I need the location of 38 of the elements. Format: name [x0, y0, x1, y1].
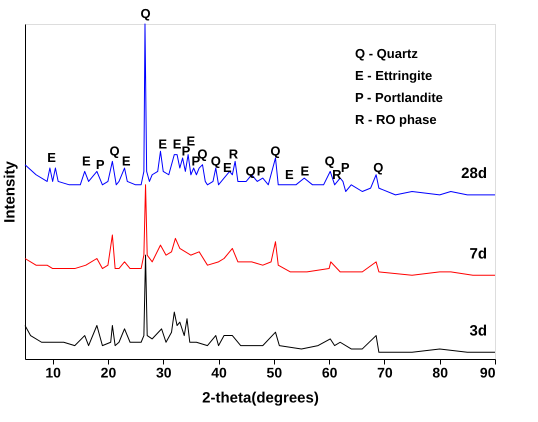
- annotation: E: [300, 163, 310, 178]
- annotation: E: [122, 153, 131, 168]
- annotation: P - Portlandite: [355, 90, 443, 105]
- annotation: P: [256, 163, 266, 178]
- x-axis-title: 2-theta(degrees): [202, 390, 319, 406]
- x-tick-label: 90: [480, 364, 496, 380]
- annotation: R - RO phase: [355, 112, 437, 127]
- x-tick-label: 80: [432, 364, 448, 380]
- annotation: R: [332, 166, 342, 182]
- series-label: 3d: [469, 322, 487, 340]
- x-tick-label: 40: [211, 364, 228, 380]
- annotation: R: [228, 146, 239, 162]
- annotation: Q: [140, 6, 151, 21]
- annotation: P: [96, 156, 105, 172]
- annotation: E: [284, 166, 294, 182]
- annotation: Q: [270, 143, 281, 158]
- annotation: Q: [110, 143, 120, 158]
- annotation: Q: [246, 163, 256, 178]
- y-axis-title: Intensity: [2, 160, 18, 223]
- annotation: P: [340, 160, 350, 176]
- x-tick-label: 50: [266, 364, 282, 380]
- annotation: Q: [324, 153, 335, 168]
- annotation: E - Ettringite: [355, 68, 432, 83]
- x-tick-label: 70: [377, 364, 393, 380]
- annotation: E: [47, 150, 56, 166]
- annotation: Q: [373, 160, 384, 176]
- series-label: 7d: [469, 245, 487, 262]
- annotation: Q - Quartz: [355, 46, 418, 61]
- x-tick-label: 10: [45, 364, 62, 380]
- x-tick-label: 20: [100, 364, 116, 380]
- annotation: E: [158, 136, 168, 152]
- annotation: Q: [210, 153, 221, 168]
- annotation: E: [223, 160, 232, 176]
- annotation: E: [172, 136, 182, 152]
- series-label: 28d: [461, 164, 487, 182]
- x-tick-label: 60: [322, 364, 338, 380]
- x-tick-label: 30: [156, 364, 172, 380]
- annotation: E: [82, 153, 92, 168]
